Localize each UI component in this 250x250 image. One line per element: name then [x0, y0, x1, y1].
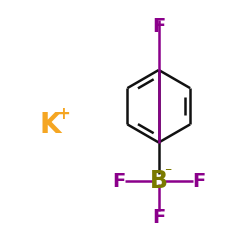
Text: F: F: [152, 208, 166, 227]
Text: F: F: [112, 172, 126, 191]
Text: F: F: [152, 17, 166, 36]
Text: K: K: [39, 111, 61, 139]
Text: ⁻: ⁻: [164, 165, 172, 179]
Text: F: F: [192, 172, 205, 191]
Text: +: +: [56, 105, 70, 123]
Text: B: B: [150, 169, 168, 193]
